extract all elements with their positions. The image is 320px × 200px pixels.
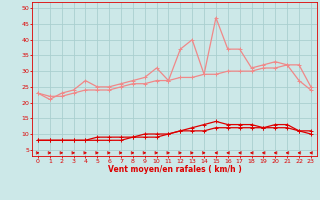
X-axis label: Vent moyen/en rafales ( km/h ): Vent moyen/en rafales ( km/h )	[108, 165, 241, 174]
